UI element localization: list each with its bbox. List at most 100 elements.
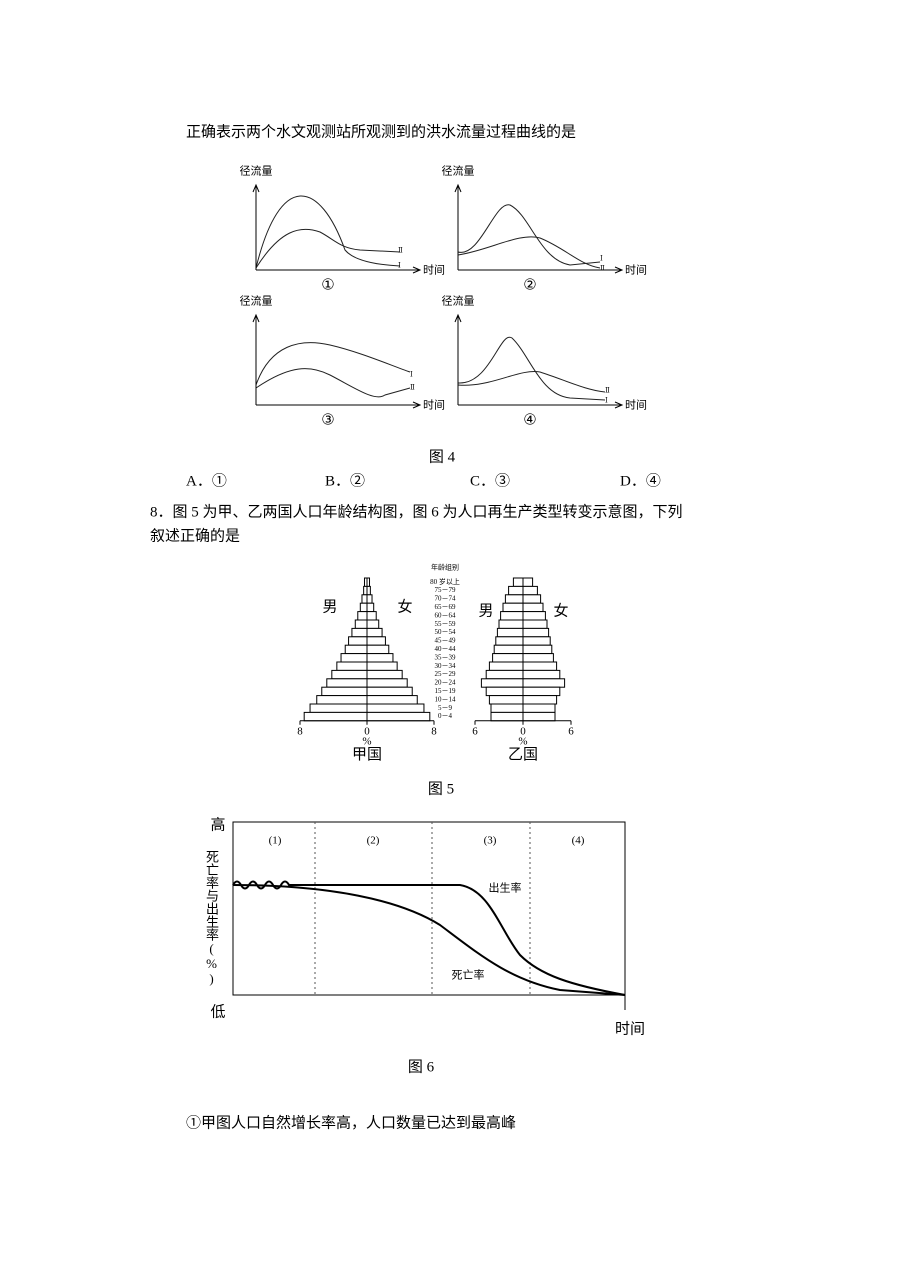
- bar: [522, 711, 556, 722]
- age-header: 年龄组别: [431, 563, 459, 572]
- bar: [336, 661, 368, 671]
- option: B．②: [325, 472, 365, 489]
- curve: [457, 236, 601, 269]
- bar: [485, 669, 524, 680]
- bar: [522, 577, 534, 587]
- bar: [351, 627, 368, 638]
- stage-label: (4): [572, 835, 585, 847]
- bar: [366, 644, 390, 655]
- bar: [357, 611, 368, 621]
- bar: [485, 686, 524, 697]
- curve-label: Ⅰ: [605, 397, 608, 405]
- bar: [522, 602, 544, 613]
- bar: [363, 585, 368, 596]
- age-label: 25－29: [435, 670, 456, 678]
- curve: [457, 204, 601, 266]
- sex-label: 男: [478, 603, 493, 619]
- age-label: 65－69: [435, 603, 456, 611]
- age-label: 15－19: [435, 687, 456, 695]
- y-label: 死亡率与出生率(%): [204, 850, 219, 986]
- age-label: 75－79: [435, 586, 456, 594]
- bar: [493, 644, 524, 655]
- pyramid-name: 乙国: [508, 746, 538, 763]
- bar: [490, 711, 524, 722]
- bar: [366, 585, 371, 596]
- figure-caption: 图 4: [429, 448, 456, 465]
- age-label: 50－54: [435, 628, 456, 636]
- bar: [366, 695, 418, 705]
- curve-label: Ⅱ: [605, 387, 610, 395]
- bar: [366, 577, 371, 587]
- tick-label: 0: [364, 725, 370, 737]
- birth-rate-curve: [232, 880, 626, 996]
- bar: [366, 619, 380, 629]
- bar: [490, 703, 524, 713]
- bar: [366, 611, 377, 621]
- age-label: 5－9: [438, 704, 452, 712]
- y-label: 径流量: [240, 294, 273, 308]
- y-low: 低: [210, 1003, 225, 1020]
- y-label: 径流量: [240, 164, 273, 178]
- axis-unit: %: [518, 735, 527, 747]
- caption: ③: [321, 412, 334, 428]
- option: A．①: [186, 472, 227, 489]
- frame: [232, 821, 626, 996]
- bar: [522, 686, 561, 697]
- age-label: 10－14: [435, 695, 456, 703]
- bar: [366, 653, 394, 663]
- stage-label: (3): [484, 835, 497, 847]
- arrow: [252, 183, 260, 193]
- option: D．④: [620, 472, 661, 489]
- age-label: 35－39: [435, 653, 456, 661]
- figure-caption: 图 5: [428, 780, 454, 797]
- bar: [359, 602, 368, 613]
- tick-label: 0: [520, 725, 526, 737]
- q8-stem: 8．图 5 为甲、乙两国人口年龄结构图，图 6 为人口再生产类型转变示意图，下列: [150, 502, 683, 520]
- bar: [366, 636, 386, 646]
- bar: [303, 711, 368, 722]
- arrow: [412, 401, 422, 409]
- bar: [522, 669, 561, 680]
- bar: [309, 703, 368, 713]
- age-label: 55－59: [435, 620, 456, 628]
- bar: [522, 644, 553, 655]
- age-label: 30－34: [435, 662, 456, 670]
- tick-label: 6: [472, 725, 478, 737]
- curve: [255, 228, 401, 269]
- x-label: 时间: [625, 264, 647, 277]
- arrow: [614, 266, 624, 274]
- sex-label: 女: [397, 597, 412, 615]
- option: C．③: [470, 472, 510, 489]
- birth-label: 出生率: [489, 881, 522, 895]
- bar: [508, 585, 524, 596]
- bar: [366, 686, 413, 697]
- arrow: [252, 313, 260, 323]
- bar: [321, 686, 368, 697]
- bar: [522, 594, 542, 604]
- y-label: 径流量: [442, 294, 475, 308]
- q8-stem: 叙述正确的是: [150, 527, 240, 544]
- arrow: [614, 401, 624, 409]
- arrow: [454, 313, 462, 323]
- bar: [522, 653, 554, 663]
- bar: [500, 611, 524, 621]
- age-label: 70－74: [435, 595, 456, 603]
- q7-stem: 正确表示两个水文观测站所观测到的洪水流量过程曲线的是: [186, 123, 576, 140]
- bar: [331, 669, 368, 680]
- statement: ①甲图人口自然增长率高，人口数量已达到最高峰: [186, 1114, 516, 1131]
- bar: [326, 678, 368, 688]
- axis-unit: %: [362, 735, 371, 747]
- bar: [488, 695, 524, 705]
- age-label: 0－4: [438, 712, 452, 720]
- stage-label: (2): [367, 835, 380, 847]
- bar: [498, 619, 524, 629]
- age-label: 45－49: [435, 637, 456, 645]
- bar: [504, 594, 524, 604]
- x-label: 时间: [625, 399, 647, 412]
- curve: [457, 370, 606, 393]
- age-label: 80 岁以上: [430, 577, 460, 586]
- tick-label: 6: [568, 725, 574, 737]
- bar: [366, 602, 375, 613]
- bar: [522, 611, 546, 621]
